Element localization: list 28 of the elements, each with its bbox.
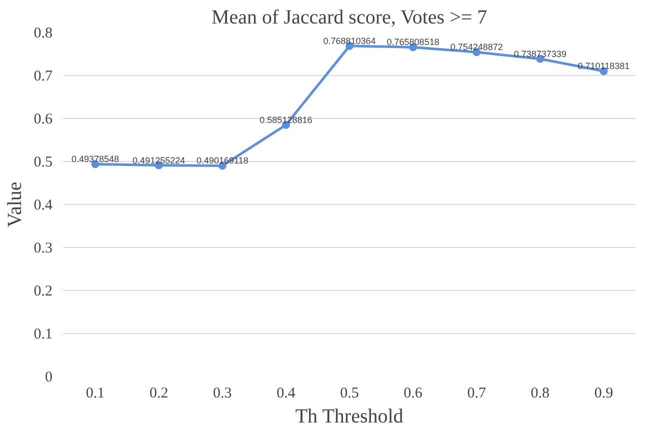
data-label: 0.491255224 [132, 155, 186, 166]
x-axis-title: Th Threshold [295, 406, 404, 428]
y-tick-label: 0.2 [34, 284, 52, 300]
x-tick-label: 0.7 [467, 386, 486, 402]
x-tick-label: 0.2 [149, 386, 168, 402]
y-tick-label: 0.8 [34, 26, 52, 42]
x-tick-label: 0.5 [340, 386, 359, 402]
y-tick-label: 0.3 [34, 240, 52, 256]
y-tick-label: 0.4 [34, 198, 53, 214]
x-tick-label: 0.6 [404, 386, 423, 402]
y-tick-label: 0 [45, 370, 52, 386]
x-tick-label: 0.3 [213, 386, 232, 402]
data-label: 0.49378548 [72, 154, 120, 164]
data-label: 0.738737339 [514, 48, 566, 59]
y-axis-title: Value [4, 182, 26, 228]
data-label: 0.768810364 [323, 36, 376, 46]
data-label: 0.754248872 [450, 42, 503, 52]
y-tick-label: 0.5 [34, 154, 52, 170]
data-label: 0.765808518 [386, 37, 440, 48]
x-tick-label: 0.1 [86, 386, 105, 402]
data-label: 0.710118381 [578, 61, 630, 72]
y-tick-label: 0.7 [34, 68, 53, 84]
y-tick-label: 0.6 [34, 112, 53, 128]
x-tick-label: 0.4 [276, 386, 296, 402]
x-tick-label: 0.8 [530, 386, 550, 402]
y-tick-label: 0.1 [34, 326, 52, 342]
x-tick-label: 0.9 [594, 386, 614, 402]
chart-title: Mean of Jaccard score, Votes >= 7 [212, 6, 488, 28]
